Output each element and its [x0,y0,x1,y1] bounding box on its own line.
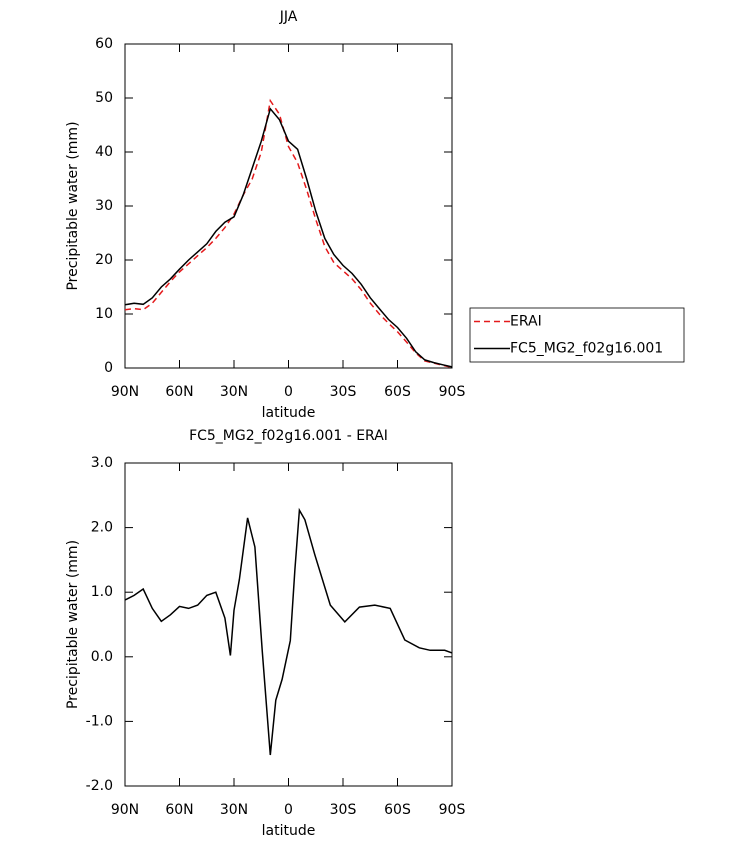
x-tick-label: 30N [220,802,248,818]
y-tick-label: 50 [95,90,113,106]
legend-label: FC5_MG2_f02g16.001 [510,341,663,357]
x-tick-label: 0 [284,384,293,400]
x-tick-label: 60S [384,802,411,818]
x-tick-label: 90S [439,384,466,400]
x-axis-label: latitude [262,823,316,839]
y-tick-label: 40 [95,144,113,160]
y-axis-label: Precipitable water (mm) [65,121,81,290]
legend-box [469,307,685,363]
y-tick-label: 2.0 [91,520,113,536]
y-tick-label: 10 [95,306,113,322]
plot-frame [124,462,453,787]
x-axis-label: latitude [262,405,316,421]
y-tick-label: 30 [95,198,113,214]
data-line [124,107,453,368]
y-axis-label: Precipitable water (mm) [65,540,81,709]
plot-frame [124,43,453,369]
legend-label: ERAI [510,314,542,330]
y-tick-label: 0 [104,360,113,376]
x-tick-label: 30S [330,384,357,400]
x-tick-label: 60N [165,384,193,400]
x-tick-label: 90N [111,802,139,818]
chart-title: FC5_MG2_f02g16.001 - ERAI [189,428,388,444]
data-line [124,98,453,369]
y-tick-label: 3.0 [91,455,113,471]
x-tick-label: 0 [284,802,293,818]
y-tick-label: 20 [95,252,113,268]
y-tick-label: 60 [95,36,113,52]
x-tick-label: 60N [165,802,193,818]
chart-title: JJA [279,9,298,25]
y-tick-label: 0.0 [91,649,113,665]
y-tick-label: -1.0 [86,713,113,729]
x-tick-label: 60S [384,384,411,400]
y-tick-label: -2.0 [86,778,113,794]
x-tick-label: 30S [330,802,357,818]
x-tick-label: 90S [439,802,466,818]
data-line [124,507,453,756]
x-tick-label: 30N [220,384,248,400]
y-tick-label: 1.0 [91,584,113,600]
x-tick-label: 90N [111,384,139,400]
